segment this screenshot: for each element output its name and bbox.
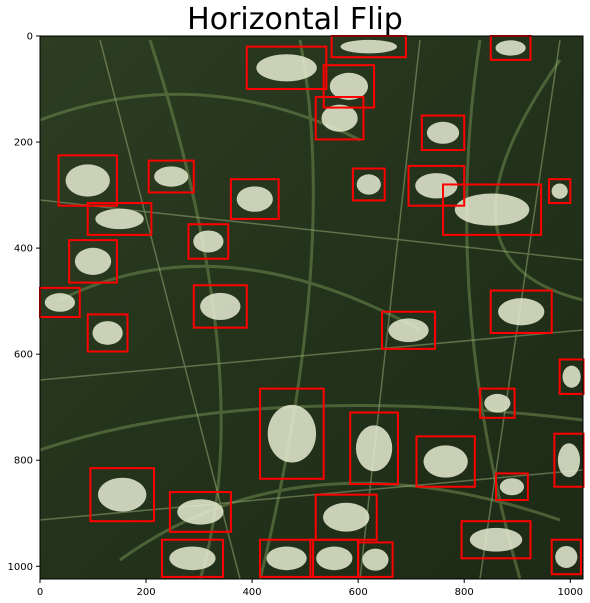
plot-frame [39,35,584,580]
bounding-box [89,467,156,523]
x-tick-label: 1000 [558,587,583,598]
bounding-box [187,223,230,260]
y-tick-label: 400 [14,244,33,255]
spikelet-shape [236,186,273,212]
spikelet-shape [426,121,460,144]
spikelet-shape [92,321,123,345]
bounding-box [259,387,325,480]
spikelet-shape [65,164,110,197]
spikelet-shape [316,546,353,571]
spikelet-shape [454,193,530,226]
x-tick-label: 800 [455,587,474,598]
x-tick-label: 600 [349,587,368,598]
spikelet-shape [498,298,545,326]
spikelet-shape [193,230,224,253]
bounding-box [381,310,437,350]
spikelet-shape [388,318,429,343]
bounding-box [192,284,248,329]
spikelet-shape [200,292,241,321]
spikelet-shape [169,546,216,571]
bounding-box [420,114,466,152]
spikelet-shape [177,499,224,525]
bounding-boxes [39,35,585,578]
figure-title: Horizontal Flip [187,2,403,37]
spikelet-shape [362,548,389,571]
bounding-box [160,538,224,578]
spikelet-shape [355,425,393,472]
bounding-box [415,435,476,488]
bounding-box [357,541,394,578]
bounding-box [407,164,466,207]
y-tick-label: 600 [14,350,33,361]
y-tick-label: 1000 [8,562,33,573]
spikelet-shape [154,166,189,187]
bounding-box [168,491,232,533]
spikelet-shape [551,183,568,199]
bounding-box [68,239,118,284]
x-tick-label: 200 [137,587,156,598]
y-tick-label: 800 [14,456,33,467]
y-tick-label: 0 [27,32,33,43]
spikelet-shape [423,445,468,478]
spikelet-shape [555,545,578,569]
bounding-box [322,64,376,109]
spikelet-shape [356,174,381,195]
spikelet-shape [74,247,112,275]
spikelet-shape [340,39,397,54]
spikelet-shape [499,478,525,496]
bounding-box [489,289,553,334]
spikelet-shape [415,173,458,199]
bounding-box [553,432,585,488]
bounding-box [349,411,399,486]
bounding-box [229,178,280,220]
x-axis: 0 200 400 600 800 1000 [37,579,583,598]
spikelet-shape [256,54,317,82]
bounding-box [147,159,195,194]
bounding-box [442,183,543,236]
bounding-box [86,313,129,353]
bounding-box [314,95,365,141]
spikelet-shape [321,104,358,132]
spikelet-shape [495,40,526,56]
bounding-box [245,45,328,91]
spikelet-shape [98,477,147,512]
bounding-box [479,387,516,419]
bounding-box [86,202,153,236]
spikelet-shape [562,365,581,388]
bounding-box [460,520,532,560]
spikelet-shape [484,393,511,413]
bounding-box [351,167,386,202]
bounding-box [550,538,582,576]
y-tick-label: 200 [14,138,33,149]
x-tick-label: 0 [37,587,43,598]
spikelet-shape [323,502,370,532]
bounding-box [259,538,315,578]
spikelet-shape [44,293,75,312]
spikelet-shape [266,546,307,571]
bounding-box [548,178,572,205]
x-tick-label: 400 [243,587,262,598]
spikelet-shape [95,208,144,230]
photo-image [40,36,583,579]
y-axis: 0 200 400 600 800 1000 [8,32,40,573]
bounding-box [495,472,529,501]
spikelet-shape [267,404,317,463]
spikelet-shape [329,72,369,100]
bounding-box [558,358,585,395]
spikelet-shape [557,443,581,478]
spikelet-shape [469,527,523,552]
